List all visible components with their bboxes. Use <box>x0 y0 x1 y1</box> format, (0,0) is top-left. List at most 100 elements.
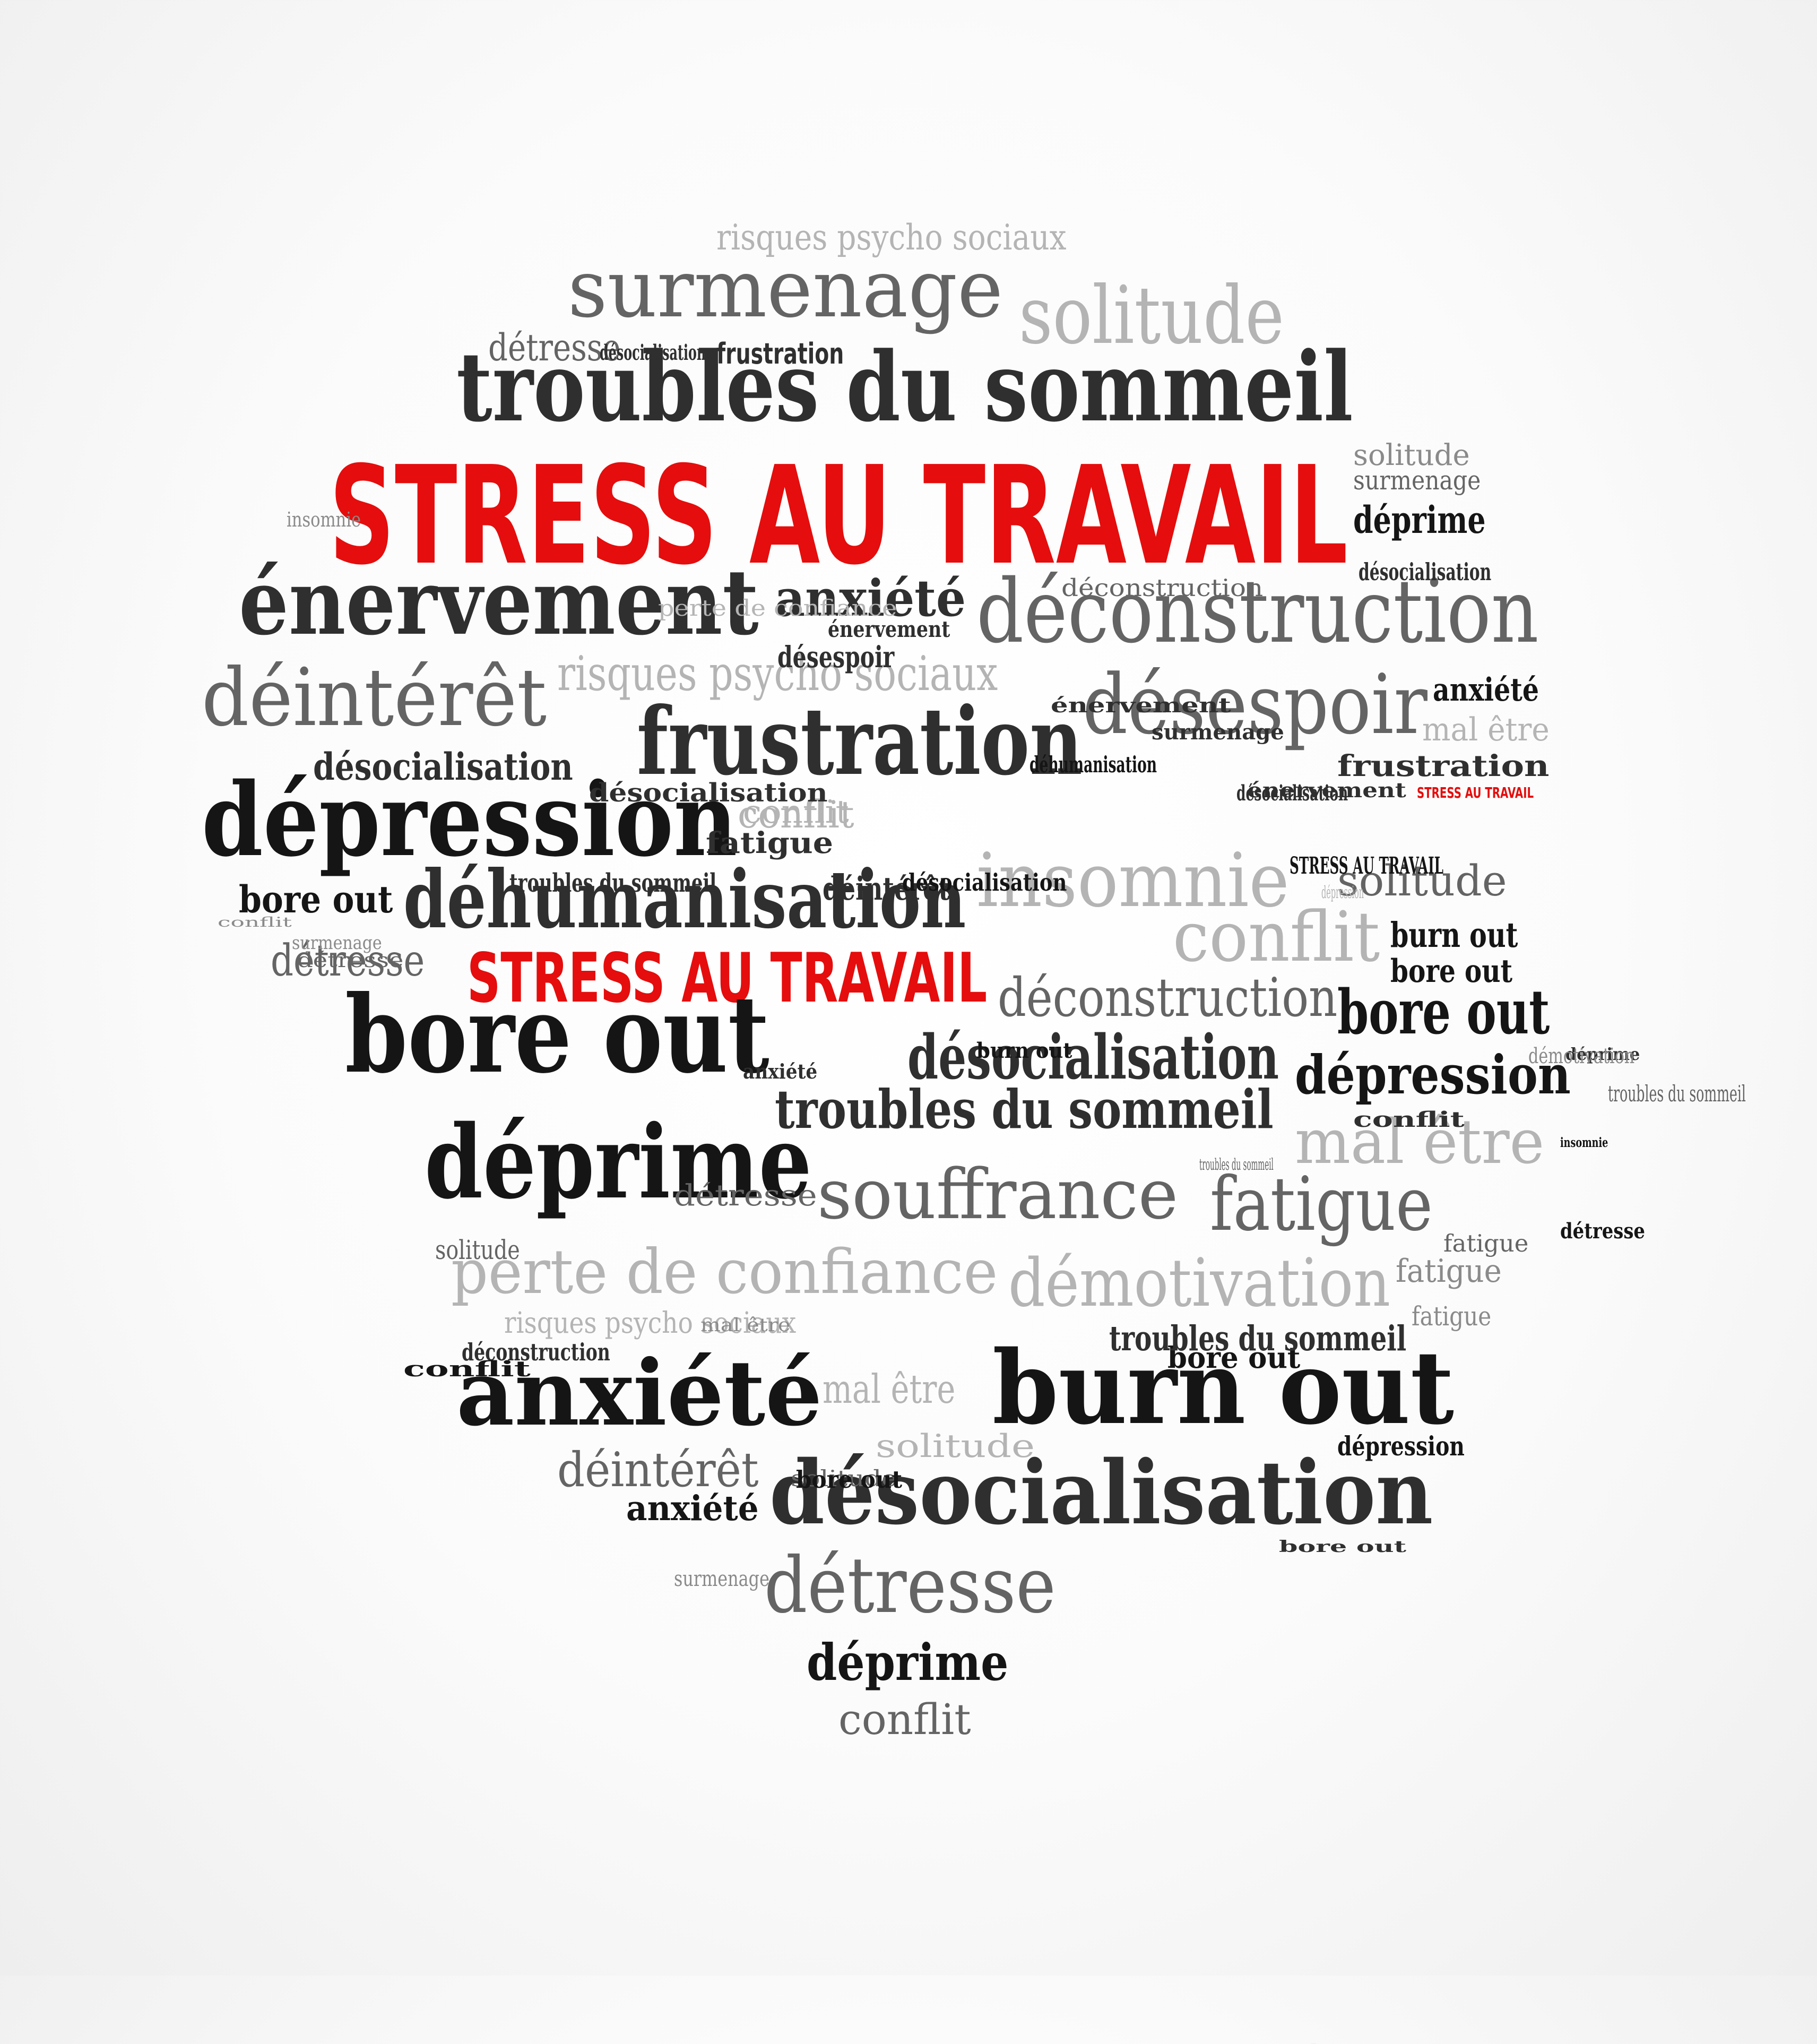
cloud-word: surmenage <box>292 933 382 954</box>
cloud-word: détresse <box>1560 1219 1645 1244</box>
cloud-word: conflit <box>838 1695 971 1744</box>
cloud-word: burn out <box>976 1038 1072 1063</box>
cloud-word: désocialisation <box>1311 2043 1317 2044</box>
cloud-word: déprime <box>425 1103 812 1221</box>
cloud-word: solitude <box>435 1235 520 1265</box>
cloud-word: anxiété <box>743 1059 818 1083</box>
cloud-word: surmenage <box>568 243 1003 335</box>
cloud-word: troubles du sommeil <box>1608 1081 1746 1107</box>
cloud-word: fatigue <box>1412 1301 1492 1332</box>
cloud-word: anxiété <box>775 569 966 628</box>
cloud-word: déintérêt <box>202 652 547 744</box>
cloud-word: déconstruction <box>976 560 1539 662</box>
cloud-word: dépression <box>1295 1043 1571 1106</box>
cloud-word: insomnie <box>1560 1135 1608 1150</box>
cloud-word: surmenage <box>674 1567 769 1591</box>
cloud-word: déconstruction <box>462 1338 610 1366</box>
cloud-word: démotivation <box>1008 1245 1391 1322</box>
word-cloud: STRESS AU TRAVAIL STRESS AU TRAVAIL STRESS… <box>202 217 1746 2044</box>
cloud-word: désespoir <box>1083 657 1427 753</box>
cloud-word: dépression <box>1337 1430 1465 1462</box>
cloud-word: désocialisation <box>902 868 1067 896</box>
cloud-word: insomnie <box>287 508 361 531</box>
cloud-word: perte de confiance <box>658 595 897 621</box>
cloud-word: solitude <box>1019 270 1284 362</box>
cloud-word: fatigue <box>1210 1161 1433 1248</box>
cloud-word: frustration <box>637 687 1083 796</box>
cloud-word: conflit <box>743 794 849 831</box>
cloud-word: déprime <box>807 1633 1009 1692</box>
cloud-word: troubles du sommeil <box>1109 1318 1407 1359</box>
cloud-word: troubles du sommeil <box>1199 1155 1274 1174</box>
cloud-word: STRESS AU TRAVAIL <box>1417 784 1534 801</box>
cloud-word: mal être <box>823 1366 956 1412</box>
cloud-word: déprime <box>1353 498 1486 542</box>
cloud-word: burn out <box>992 1329 1455 1447</box>
cloud-word: solitude <box>876 1428 1035 1465</box>
cloud-word: détresse <box>764 1541 1056 1631</box>
cloud-word: détresse <box>271 936 425 986</box>
cloud-word: fatigue <box>706 825 834 860</box>
cloud-word: désocialisation <box>313 745 573 789</box>
cloud-word: bore out <box>239 877 393 921</box>
cloud-word: énervement <box>239 549 759 656</box>
cloud-word: déhumanisation <box>403 853 966 946</box>
cloud-word: déprime <box>1565 1044 1640 1064</box>
cloud-word: bore out <box>1390 953 1513 990</box>
cloud-word: surmenage <box>1353 465 1481 496</box>
cloud-word: dépression <box>202 761 738 879</box>
cloud-word: désocialisation <box>600 340 706 365</box>
cloud-word: déintérêt <box>557 1442 759 1498</box>
cloud-word: solitude <box>1353 438 1470 472</box>
cloud-word: anxiété <box>1433 671 1539 709</box>
cloud-word: conflit <box>738 793 854 836</box>
cloud-word: burn out <box>1390 915 1518 955</box>
cloud-word: conflit <box>1173 896 1380 977</box>
cloud-word: détresse <box>488 326 621 369</box>
cloud-word: mal être <box>1295 1107 1545 1178</box>
cloud-word: désocialisation <box>1359 558 1492 586</box>
cloud-word: déhumanisation <box>1029 752 1157 778</box>
cloud-word: dépression <box>1321 882 1364 902</box>
cloud-word: conflit <box>403 1357 531 1382</box>
cloud-word: désocialisation <box>1236 781 1348 806</box>
cloud-word: bore out <box>796 1465 903 1494</box>
cloud-word: fatigue <box>1443 1229 1529 1257</box>
cloud-word: mal être <box>700 1315 791 1336</box>
cloud-word: solitude <box>1337 856 1507 905</box>
cloud-word: troubles du sommeil <box>775 1078 1274 1141</box>
cloud-word: troubles du sommeil <box>509 868 717 898</box>
cloud-word: mal être <box>1422 711 1550 748</box>
cloud-word: fatigue <box>1396 1253 1502 1290</box>
cloud-word: détresse <box>297 948 404 972</box>
cloud-word: troubles du sommeil <box>456 331 1353 443</box>
cloud-word: frustration <box>716 337 844 370</box>
cloud-word: bore out <box>1279 1538 1407 1556</box>
cloud-word: surmenage <box>1152 720 1284 745</box>
cloud-word: bore out <box>1337 977 1550 1048</box>
cloud-word: conflit <box>218 915 292 930</box>
cloud-word: énervement <box>1247 778 1406 802</box>
cloud-word: conflit <box>1353 1107 1465 1132</box>
cloud-word: STRESS AU TRAVAIL <box>467 939 988 1018</box>
title-word: STRESS AU TRAVAIL <box>329 437 1348 595</box>
cloud-word: désocialisation <box>589 778 828 808</box>
cloud-word: désocialisation <box>907 1022 1279 1093</box>
cloud-word: démotivation <box>1528 1044 1635 1068</box>
cloud-word: risques psycho sociaux <box>557 646 998 702</box>
cloud-word: anxiété <box>626 1488 759 1529</box>
cloud-word: bore out <box>345 972 769 1097</box>
cloud-word: solitude <box>791 1465 897 1491</box>
cloud-word: risques psycho sociaux <box>716 217 1067 258</box>
cloud-word: détresse <box>674 1178 817 1212</box>
cloud-word: déconstruction <box>998 967 1338 1029</box>
cloud-word: perte de confiance <box>451 1237 998 1308</box>
cloud-word: bore out <box>1167 1340 1301 1375</box>
cloud-word: risques psycho sociaux <box>504 1306 797 1340</box>
cloud-word: insomnie <box>976 838 1290 924</box>
cloud-word: énervement <box>1051 693 1231 717</box>
cloud-word: STRESS AU TRAVAIL <box>1290 852 1443 879</box>
cloud-word: souffrance <box>817 1154 1179 1235</box>
cloud-word: déconstruction <box>1061 574 1264 602</box>
cloud-word: anxiété <box>456 1340 823 1446</box>
